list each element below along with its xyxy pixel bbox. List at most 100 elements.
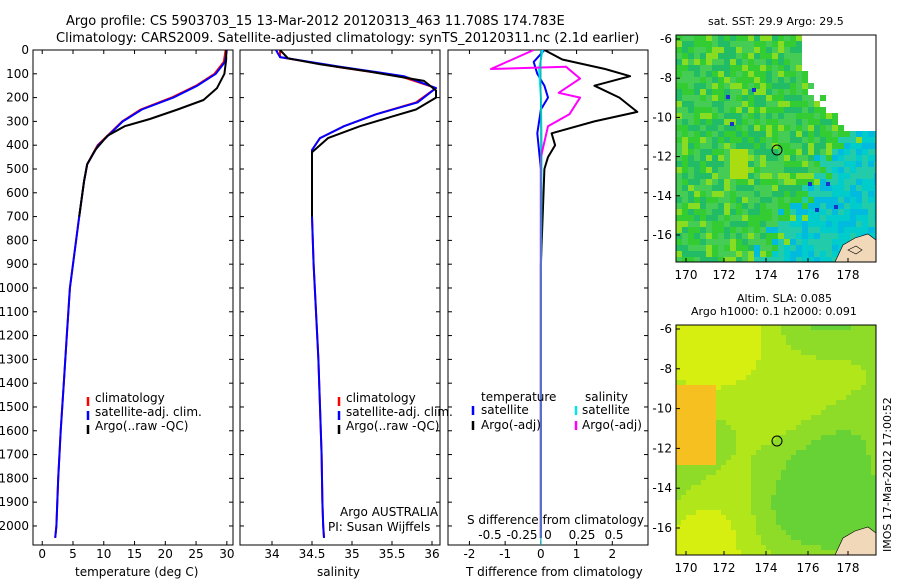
sla-cell	[816, 355, 821, 360]
sla-cell	[831, 550, 836, 555]
sla-cell	[751, 440, 756, 445]
sla-cell	[826, 355, 831, 360]
sst-cell	[844, 233, 850, 239]
difference-plot-frame	[447, 49, 649, 546]
sla-cell	[781, 535, 786, 540]
sla-cell	[731, 330, 736, 335]
sla-cell	[861, 445, 866, 450]
sst-cell	[688, 257, 694, 262]
sla-cell	[826, 470, 831, 475]
sst-cell	[760, 137, 766, 143]
sla-cell	[871, 480, 876, 485]
sla-cell	[691, 480, 696, 485]
sla-cell	[726, 395, 731, 400]
sst-cell	[790, 257, 796, 262]
sst-cell	[760, 107, 766, 113]
sst-cell	[688, 197, 694, 203]
sla-cell	[861, 465, 866, 470]
sla-cell	[851, 450, 856, 455]
sla-cell	[766, 385, 771, 390]
sla-cell	[736, 365, 741, 370]
sst-cell	[796, 155, 802, 161]
sla-cell	[846, 445, 851, 450]
sst-cell	[742, 215, 748, 221]
sst-cell	[700, 125, 706, 131]
sst-cell	[802, 179, 808, 185]
sla-cell	[866, 405, 871, 410]
sst-cell	[868, 197, 874, 203]
sla-cell	[851, 505, 856, 510]
sla-cell	[826, 445, 831, 450]
sla-cell	[716, 365, 721, 370]
sst-cell	[712, 125, 718, 131]
sla-cell	[786, 355, 791, 360]
sla-cell	[756, 485, 761, 490]
sst-cell	[748, 101, 754, 107]
sla-cell	[841, 500, 846, 505]
sla-cell	[781, 400, 786, 405]
sst-cell	[712, 209, 718, 215]
sst-cell	[736, 65, 742, 71]
sla-cell	[791, 405, 796, 410]
sla-cell	[761, 330, 766, 335]
sla-cell	[856, 470, 861, 475]
sla-cell	[766, 325, 771, 330]
sst-cell	[838, 155, 844, 161]
sla-cell	[711, 435, 716, 440]
sst-cell	[844, 239, 850, 245]
sst-cell	[700, 113, 706, 119]
sla-cell	[756, 515, 761, 520]
sla-cell	[751, 375, 756, 380]
sla-cell	[766, 355, 771, 360]
sla-cell	[676, 355, 681, 360]
sla-cell	[806, 420, 811, 425]
sst-cell	[694, 59, 700, 65]
sla-cell	[791, 515, 796, 520]
sla-cell	[716, 505, 721, 510]
sst-cell	[742, 203, 748, 209]
argo-location-marker	[771, 144, 783, 156]
sla-cell	[766, 415, 771, 420]
sla-cell	[711, 440, 716, 445]
s-diff-tick-label: 0.5	[604, 528, 623, 542]
sla-cell	[821, 450, 826, 455]
sst-cell	[730, 191, 736, 197]
sst-cell	[856, 155, 862, 161]
sla-cell	[851, 480, 856, 485]
sla-cell	[761, 400, 766, 405]
sst-cell	[796, 173, 802, 179]
sst-cell	[838, 233, 844, 239]
sla-cell	[676, 400, 681, 405]
sla-cell	[691, 335, 696, 340]
sla-cell	[796, 475, 801, 480]
sst-cell	[754, 131, 760, 137]
sla-cell	[771, 480, 776, 485]
sla-cell	[721, 380, 726, 385]
sst-cell	[736, 131, 742, 137]
sst-cell	[772, 125, 778, 131]
sst-cell	[826, 155, 832, 161]
sla-cell	[851, 445, 856, 450]
sla-cell	[741, 400, 746, 405]
sla-cell	[841, 395, 846, 400]
sst-cell	[760, 155, 766, 161]
sst-cell	[754, 251, 760, 257]
sla-cell	[861, 345, 866, 350]
sla-cell	[681, 440, 686, 445]
sla-cell	[776, 545, 781, 550]
series-line-argo-adj-	[539, 50, 639, 538]
sla-cell	[686, 375, 691, 380]
sla-cell	[751, 430, 756, 435]
sla-cell	[766, 430, 771, 435]
sla-cell	[766, 500, 771, 505]
sst-cell	[838, 209, 844, 215]
sst-cell	[700, 221, 706, 227]
sst-cell	[730, 113, 736, 119]
sla-cell	[781, 405, 786, 410]
sla-cell	[766, 400, 771, 405]
sst-cell	[802, 143, 808, 149]
sla-cell	[781, 525, 786, 530]
sla-cell	[711, 510, 716, 515]
sla-cell	[766, 435, 771, 440]
x-tick-label: 35	[344, 547, 359, 561]
